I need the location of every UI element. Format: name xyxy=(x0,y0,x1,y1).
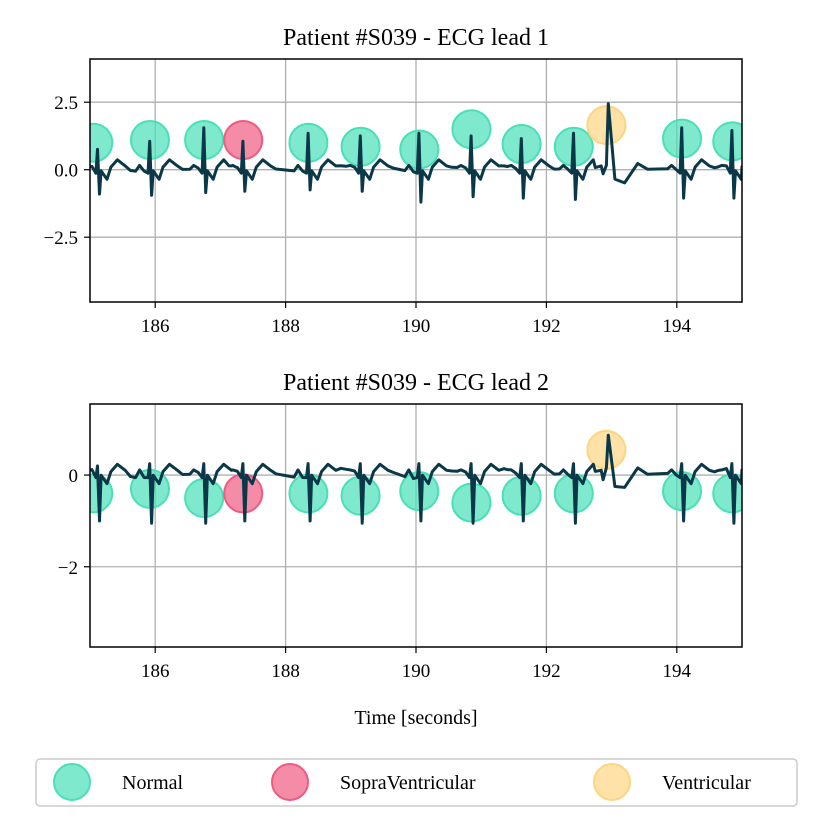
beat-markers: NormalNormalNormalNormalNormalNormalNorm… xyxy=(90,105,742,170)
x-tick-label: 194 xyxy=(663,661,692,682)
legend: Normal SopraVentricular Ventricular xyxy=(35,758,798,807)
chart-title: Patient #S039 - ECG lead 1 xyxy=(283,25,549,51)
grid xyxy=(90,404,742,647)
y-tick-label: −2.5 xyxy=(44,228,78,249)
x-tick-label: 192 xyxy=(532,661,561,682)
x-tick-label: 194 xyxy=(663,316,692,337)
legend-marker-normal xyxy=(53,763,91,801)
y-tick-label: 2.5 xyxy=(54,93,78,114)
legend-label: SopraVentricular xyxy=(340,772,476,794)
x-tick-label: 188 xyxy=(271,661,300,682)
chart-title: Patient #S039 - ECG lead 2 xyxy=(283,370,549,396)
lead-1-panel: Patient #S039 - ECG lead 1 186 188 190 192 19… xyxy=(44,25,743,337)
y-tick-label: 0.0 xyxy=(54,161,78,182)
lead-2-panel: Patient #S039 - ECG lead 2 186 188 190 192 19… xyxy=(58,370,743,729)
x-tick-label: 188 xyxy=(271,316,300,337)
grid xyxy=(90,59,742,302)
x-axis-label: Time [seconds] xyxy=(354,707,477,729)
x-tick-label: 186 xyxy=(141,316,170,337)
ecg-trace xyxy=(90,102,742,204)
legend-label: Normal xyxy=(122,772,184,794)
marker-normal: Normal xyxy=(90,122,114,163)
plot-frame xyxy=(89,403,743,648)
y-tick-label: 0 xyxy=(69,466,79,487)
plot-frame xyxy=(89,58,743,303)
x-tick-label: 190 xyxy=(402,661,431,682)
ecg-trace xyxy=(90,433,742,525)
x-tick-label: 190 xyxy=(402,316,431,337)
x-tick-label: 192 xyxy=(532,316,561,337)
legend-label: Ventricular xyxy=(662,772,751,794)
y-tick-label: −2 xyxy=(58,558,78,579)
x-tick-label: 186 xyxy=(141,661,170,682)
marker-normal: Normal xyxy=(90,473,114,514)
legend-marker-sopraventricular xyxy=(271,763,309,801)
legend-marker-ventricular xyxy=(593,763,631,801)
